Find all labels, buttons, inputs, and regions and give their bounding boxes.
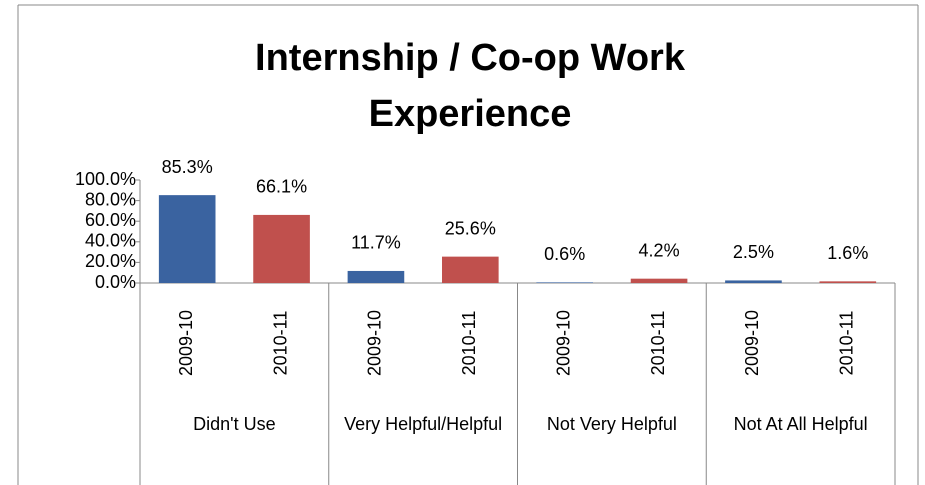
category-label: Very Helpful/Helpful [344, 414, 503, 434]
data-label: 1.6% [827, 243, 868, 263]
bar [253, 214, 310, 283]
bar [158, 195, 216, 283]
series-label: 2010-11 [459, 311, 479, 376]
series-label: 2010-11 [648, 311, 668, 376]
y-tick-label: 20.0% [85, 251, 136, 271]
data-label: 66.1% [256, 177, 307, 197]
series-label: 2009-10 [742, 310, 762, 376]
data-label: 0.6% [544, 244, 585, 264]
data-label: 4.2% [639, 240, 680, 260]
data-label: 2.5% [733, 242, 774, 262]
category-label: Not At All Helpful [733, 414, 868, 434]
data-label: 25.6% [445, 218, 496, 238]
y-tick-label: 80.0% [85, 189, 136, 209]
bar [725, 280, 782, 283]
bar [442, 256, 499, 283]
bar [347, 270, 405, 283]
bar [630, 278, 688, 283]
chart-title: Internship / Co-op Work Experience [255, 37, 685, 135]
series-label: 2009-10 [365, 310, 385, 376]
category-label: Not Very Helpful [546, 414, 677, 434]
data-label: 11.7% [351, 233, 401, 253]
series-label: 2009-10 [176, 310, 196, 376]
series-label: 2010-11 [837, 311, 857, 376]
series-label: 2009-10 [553, 310, 573, 376]
bar [819, 281, 877, 283]
y-tick-label: 100.0% [75, 169, 136, 189]
series-label: 2010-11 [270, 311, 290, 376]
y-tick-label: 40.0% [85, 231, 136, 251]
y-tick-label: 60.0% [85, 210, 136, 230]
bar [536, 282, 593, 283]
category-label: Didn't Use [193, 414, 276, 434]
data-label: 85.3% [162, 157, 213, 177]
y-tick-label: 0.0% [95, 272, 136, 292]
